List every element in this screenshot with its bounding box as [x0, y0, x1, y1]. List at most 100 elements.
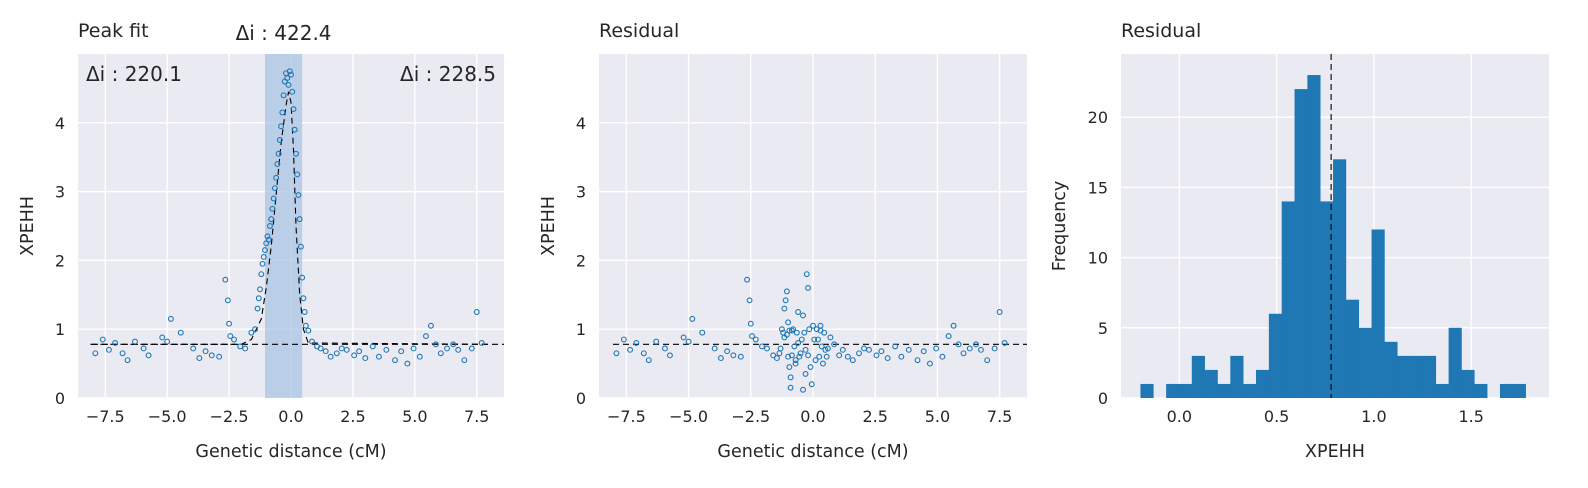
- scatter-point: [787, 384, 794, 391]
- scatter-point: [196, 355, 203, 362]
- scatter-point: [450, 341, 457, 348]
- y-tick-label: 4: [576, 114, 586, 133]
- scatter-point: [252, 326, 259, 333]
- highlight-span: [264, 54, 303, 398]
- scatter-point: [132, 338, 138, 345]
- scatter-point: [280, 92, 287, 99]
- scatter-point: [752, 336, 759, 343]
- scatter-point: [270, 195, 277, 202]
- scatter-point: [159, 334, 166, 341]
- y-tick-label: 1: [55, 320, 65, 339]
- scatter-point: [427, 322, 434, 329]
- histogram-bar: [1397, 355, 1411, 398]
- histogram-bar: [1512, 383, 1526, 398]
- scatter-point: [884, 355, 891, 362]
- scatter-point: [802, 346, 809, 353]
- scatter-point: [237, 343, 244, 350]
- scatter-point: [801, 329, 808, 336]
- panel-residual-scatter: −7.5 −5.0 −2.5 0.0 2.5 5.0 7.5 0 1 2 3 4 Residual G…: [539, 20, 1027, 462]
- scatter-point: [724, 348, 731, 355]
- scatter-point: [759, 343, 765, 350]
- scatter-point: [796, 353, 803, 360]
- scatter-point: [914, 357, 921, 364]
- scatter-point: [248, 329, 255, 336]
- histogram-bar: [1166, 383, 1180, 398]
- scatter-point: [301, 309, 308, 315]
- histogram-bar: [1268, 313, 1282, 398]
- scatter-point: [294, 171, 301, 178]
- panel-peak-fit: −7.5 −5.0 −2.5 0.0 2.5 5.0 7.5 0 1 2 3 4 Peak fit G…: [18, 20, 504, 462]
- scatter-point: [112, 340, 119, 346]
- scatter-point: [933, 345, 940, 352]
- scatter-point: [300, 295, 307, 302]
- scatter-point: [785, 319, 792, 326]
- scatter-point: [746, 297, 753, 304]
- scatter-point: [375, 353, 382, 360]
- x-tick-label: −7.5: [86, 407, 125, 426]
- fit-lines: [90, 91, 504, 345]
- scatter-point: [356, 348, 363, 355]
- scatter-point: [800, 386, 806, 393]
- scatter-point: [849, 357, 856, 364]
- x-tick-label: 0.5: [1264, 407, 1289, 426]
- histogram-bar: [1474, 383, 1488, 398]
- scatter-point: [260, 254, 267, 260]
- scatter-point: [856, 350, 862, 357]
- scatter-point: [824, 345, 831, 352]
- scatter-point: [620, 336, 627, 343]
- scatter-point: [699, 329, 706, 336]
- scatter-point: [227, 333, 234, 340]
- scatter-point: [274, 161, 281, 168]
- scatter-point: [416, 353, 423, 360]
- x-tick-label: 1.0: [1361, 407, 1386, 426]
- scatter-point: [322, 348, 329, 355]
- x-tick-label: 0.0: [800, 407, 825, 426]
- scatter-point: [792, 357, 799, 364]
- y-tick-label: 15: [1088, 178, 1108, 197]
- scatter-point: [392, 357, 398, 364]
- scatter-point: [291, 126, 298, 133]
- scatter-point: [285, 82, 292, 88]
- scatter-point: [264, 233, 271, 240]
- scatter-point: [309, 338, 316, 345]
- scatter-point: [873, 352, 880, 359]
- scatter-point: [730, 352, 737, 359]
- scatter-point: [685, 338, 692, 345]
- scatter-point: [254, 305, 261, 312]
- scatter-point: [783, 288, 790, 295]
- x-tick-label: −7.5: [607, 407, 646, 426]
- scatter-point: [749, 333, 755, 340]
- x-tick-label: 7.5: [464, 407, 489, 426]
- scatter-point: [224, 297, 231, 304]
- panel-residual-histogram: 0.0 0.5 1.0 1.5 0 5 10 15 20 Residual XPEHH Freq…: [1050, 20, 1549, 462]
- scatter-point: [140, 345, 147, 352]
- histogram-bars: [1140, 75, 1526, 399]
- x-tick-label: 0.0: [278, 407, 303, 426]
- scatter-point: [289, 88, 296, 95]
- histogram-bar: [1435, 383, 1449, 398]
- histogram-bar: [1307, 75, 1321, 399]
- scatter-point: [627, 346, 634, 353]
- scatter-point: [781, 305, 788, 312]
- scatter-point: [800, 312, 806, 319]
- scatter-point: [177, 329, 184, 336]
- histogram-bar: [1333, 159, 1347, 398]
- histogram-bar: [1281, 201, 1295, 398]
- scatter-points: [92, 68, 485, 367]
- scatter-point: [831, 341, 838, 348]
- x-tick-label: −2.5: [731, 407, 770, 426]
- y-tick-label: 1: [576, 320, 586, 339]
- histogram-bar: [1320, 201, 1334, 398]
- scatter-point: [275, 150, 282, 157]
- x-axis-label: XPEHH: [1305, 442, 1365, 462]
- tick-labels: −7.5 −5.0 −2.5 0.0 2.5 5.0 7.5 0 1 2 3 4: [576, 114, 1013, 426]
- histogram-bar: [1461, 369, 1475, 398]
- scatter-point: [278, 123, 285, 130]
- scatter-point: [815, 336, 821, 343]
- y-axis-label: Frequency: [1050, 181, 1070, 271]
- histogram-bar: [1358, 327, 1372, 398]
- scatter-point: [777, 345, 784, 352]
- annotation-center: Δi : 422.4: [236, 21, 332, 45]
- grid: [599, 54, 1027, 399]
- scatter-point: [866, 346, 872, 353]
